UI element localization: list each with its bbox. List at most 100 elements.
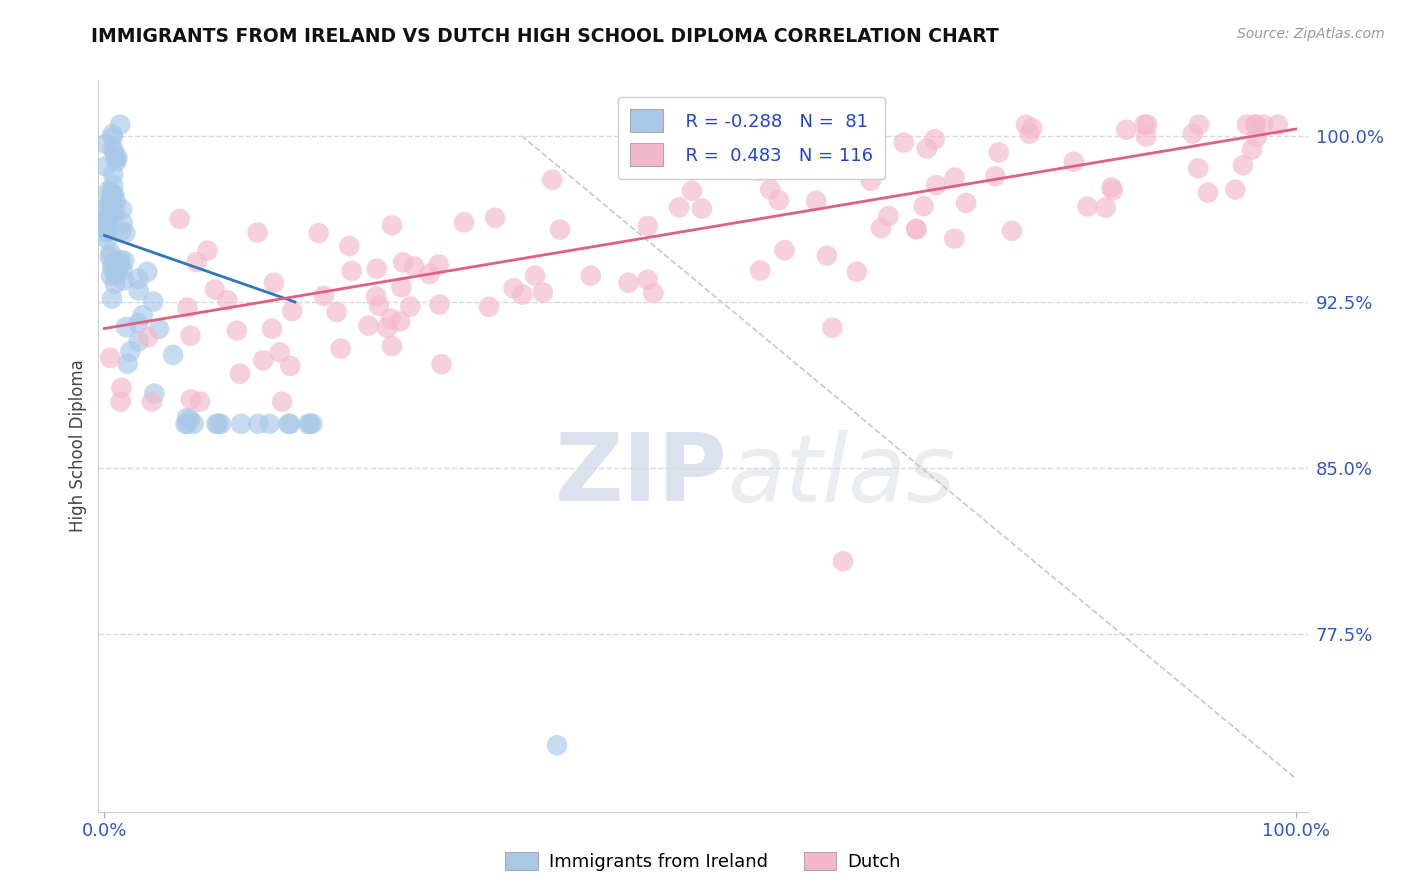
Point [98,250,121,264]
Point [749,263,772,277]
Point [312,289,335,303]
Point [943,232,966,246]
Point [1232,158,1254,172]
Point [1267,118,1289,132]
Point [96,211,118,226]
Point [101,258,124,272]
Point [176,417,198,431]
Point [111,263,134,277]
Legend: Immigrants from Ireland, Dutch: Immigrants from Ireland, Dutch [498,845,908,879]
Point [127,271,149,285]
Point [252,353,274,368]
Point [1188,118,1211,132]
Point [955,196,977,211]
Point [1240,143,1263,157]
Point [97,225,120,239]
Point [108,118,131,132]
Point [375,320,398,334]
Point [271,394,294,409]
Point [94,226,117,240]
Point [94,160,117,174]
Point [859,174,882,188]
Point [1225,183,1247,197]
Point [478,300,501,314]
Point [364,289,387,303]
Point [893,136,915,150]
Point [246,226,269,240]
Point [524,268,547,283]
Point [188,394,211,409]
Point [101,188,124,202]
Point [197,244,219,258]
Point [148,322,170,336]
Point [1021,121,1043,136]
Point [747,164,769,178]
Point [263,276,285,290]
Point [915,142,938,156]
Point [217,293,239,308]
Point [103,206,125,220]
Point [104,202,127,217]
Point [97,198,120,212]
Point [984,169,1007,184]
Point [100,199,122,213]
Point [453,215,475,229]
Point [142,294,165,309]
Point [128,334,150,348]
Point [912,199,935,213]
Point [94,202,117,216]
Point [104,151,127,165]
Point [259,417,281,431]
Point [1251,118,1274,132]
Point [111,202,134,217]
Point [186,255,208,269]
Point [484,211,506,225]
Point [101,167,124,181]
Point [103,145,125,160]
Point [380,311,402,326]
Point [399,300,422,314]
Point [1099,180,1122,194]
Text: ZIP: ZIP [554,429,727,521]
Point [643,285,665,300]
Point [773,244,796,258]
Point [141,394,163,409]
Point [325,305,347,319]
Point [103,178,125,193]
Point [637,219,659,233]
Point [277,417,299,431]
Point [299,417,322,431]
Point [546,738,568,752]
Point [308,226,330,240]
Point [429,297,451,311]
Point [804,194,827,208]
Point [98,194,121,208]
Point [1094,201,1116,215]
Point [1115,122,1137,136]
Point [281,304,304,318]
Point [101,260,124,274]
Text: Source: ZipAtlas.com: Source: ZipAtlas.com [1237,27,1385,41]
Point [690,202,713,216]
Point [1181,127,1204,141]
Point [247,417,270,431]
Point [905,222,928,236]
Point [579,268,602,283]
Point [541,173,564,187]
Point [101,130,124,145]
Point [1244,118,1267,132]
Point [389,280,412,294]
Point [107,260,129,274]
Point [905,222,928,236]
Point [94,213,117,227]
Point [357,318,380,333]
Point [101,142,124,156]
Point [389,314,412,328]
Point [925,178,948,193]
Point [668,200,690,214]
Point [103,187,125,202]
Point [278,359,301,373]
Legend:   R = -0.288   N =  81,   R =  0.483   N = 116: R = -0.288 N = 81, R = 0.483 N = 116 [617,96,886,179]
Point [169,211,191,226]
Point [924,132,946,146]
